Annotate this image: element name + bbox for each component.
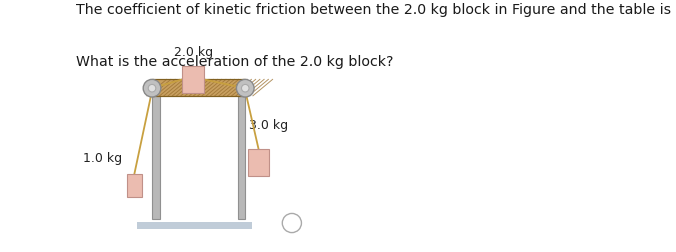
Bar [137,222,251,229]
Text: The coefficient of kinetic friction between the 2.0 kg block in Figure and the t: The coefficient of kinetic friction betw… [76,3,676,17]
Circle shape [283,213,301,233]
Bar [183,66,203,93]
Circle shape [241,84,249,92]
Bar [127,174,142,197]
Text: 3.0 kg: 3.0 kg [249,119,288,133]
Bar [248,149,269,176]
Circle shape [143,79,161,97]
Circle shape [237,79,254,97]
Text: 2.0 kg: 2.0 kg [174,46,213,59]
Bar [238,96,245,219]
Bar [160,96,238,219]
Bar [152,79,245,96]
Bar [152,79,245,96]
Text: What is the acceleration of the 2.0 kg block?: What is the acceleration of the 2.0 kg b… [76,55,393,70]
Circle shape [148,84,155,92]
Text: 1.0 kg: 1.0 kg [82,152,122,165]
Bar [152,96,160,219]
